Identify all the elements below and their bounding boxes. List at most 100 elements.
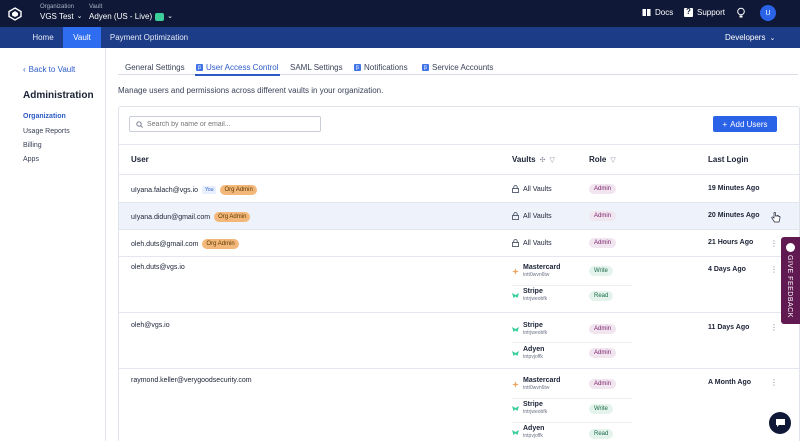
main-content: General Settings β User Access Control SA… — [106, 48, 800, 441]
chat-button[interactable] — [769, 412, 791, 434]
role-badge: Admin — [589, 324, 617, 334]
vault-all: All Vaults — [523, 212, 552, 220]
table-header: User Vaults ✣ ▽ Role ▽ Last Login — [119, 145, 799, 175]
row-menu-icon[interactable]: ⋮ — [770, 239, 778, 248]
tab-saml-settings[interactable]: SAML Settings — [290, 63, 343, 72]
column-last-login: Last Login — [708, 155, 749, 164]
role-badge: Admin — [589, 238, 617, 248]
feedback-icon — [786, 243, 795, 252]
user-avatar[interactable]: U — [760, 5, 776, 21]
back-to-vault-link[interactable]: ‹ Back to Vault — [23, 65, 75, 74]
support-link[interactable]: Support — [684, 7, 726, 17]
tab-label: Service Accounts — [432, 63, 494, 72]
tab-service-accounts[interactable]: β Service Accounts — [422, 63, 493, 72]
vault-name: Adyen — [523, 425, 545, 432]
nav-home[interactable]: Home — [32, 33, 54, 42]
vault-divider — [512, 422, 632, 423]
vault-name: Stripe — [523, 401, 543, 408]
table-row[interactable]: oleh.duts@gmail.com Org Admin All Vaults… — [119, 230, 799, 257]
org-admin-badge: Org Admin — [220, 185, 257, 195]
hand-cursor-icon — [771, 212, 781, 223]
organization-selector[interactable]: Organization VGS Test ⌄ — [40, 4, 83, 22]
vault-entry: Stripe tntrjweobfk — [512, 322, 547, 336]
organization-value: VGS Test — [40, 12, 74, 21]
vault-entry: Adyen tntpvjoffk — [512, 346, 544, 360]
row-menu-icon[interactable]: ⋮ — [770, 378, 778, 387]
feedback-label: GIVE FEEDBACK — [786, 255, 793, 318]
vault-id: tntrjweobfk — [523, 409, 548, 415]
chevron-down-icon: ⌄ — [769, 34, 776, 42]
column-user: User — [131, 155, 149, 164]
vault-entry: Stripe tntrjweobfk — [512, 288, 547, 302]
search-input[interactable] — [147, 120, 317, 128]
vault-selector[interactable]: Vault Adyen (US - Live) ⌄ — [89, 4, 173, 22]
users-toolbar: + Add Users — [119, 107, 799, 145]
users-card: + Add Users User Vaults ✣ ▽ Role ▽ Last … — [118, 106, 800, 441]
user-email: oleh@vgs.io — [131, 322, 170, 329]
tab-label: Notifications — [364, 63, 408, 72]
vault-id: tntt0wvn6tw — [523, 385, 550, 391]
search-box[interactable] — [129, 116, 321, 132]
vault-divider — [512, 342, 632, 343]
give-feedback-tab[interactable]: GIVE FEEDBACK — [781, 237, 800, 324]
last-login: 21 Hours Ago — [708, 239, 754, 246]
table-row[interactable]: raymond.keller@verygoodsecurity.com Mast… — [119, 369, 799, 441]
vault-id: tntpvjoffk — [523, 433, 543, 439]
lightbulb-icon[interactable] — [736, 7, 746, 19]
vault-name: Mastercard — [523, 264, 561, 271]
role-badge: Admin — [589, 184, 617, 194]
chevron-down-icon: ⌄ — [76, 13, 83, 20]
developers-menu[interactable]: Developers ⌄ — [725, 27, 775, 48]
last-login: 4 Days Ago — [708, 266, 746, 273]
support-label: Support — [697, 8, 726, 17]
vgs-logo-icon[interactable] — [8, 7, 22, 21]
role-badge: Write — [589, 404, 613, 414]
sidebar-item-apps[interactable]: Apps — [23, 156, 39, 163]
live-env-icon — [155, 12, 165, 21]
last-login: A Month Ago — [708, 379, 752, 386]
sidebar-item-organization[interactable]: Organization — [23, 113, 66, 120]
user-email: uIyana.falach@vgs.io — [131, 186, 199, 194]
help-icon — [684, 7, 693, 17]
tab-label: General Settings — [125, 63, 185, 72]
filter-icon[interactable]: ▽ — [610, 156, 616, 164]
last-login: 19 Minutes Ago — [708, 185, 760, 192]
book-icon — [642, 9, 651, 16]
row-menu-icon[interactable]: ⋮ — [770, 265, 778, 274]
chevron-down-icon: ⌄ — [167, 13, 174, 20]
docs-link[interactable]: Docs — [642, 8, 673, 17]
role-badge: Read — [589, 429, 614, 439]
org-admin-badge: Org Admin — [202, 239, 239, 249]
sidebar-item-usage-reports[interactable]: Usage Reports — [23, 128, 70, 135]
search-icon — [136, 120, 143, 128]
nav-payment-optimization[interactable]: Payment Optimization — [109, 33, 189, 42]
beta-icon: β — [422, 64, 429, 71]
tab-user-access-control[interactable]: β User Access Control — [196, 63, 278, 72]
vault-id: tntrjweobfk — [523, 296, 548, 302]
tab-notifications[interactable]: β Notifications — [354, 63, 408, 72]
plus-icon: + — [722, 119, 728, 129]
table-row[interactable]: uIyana.falach@vgs.io You Org Admin All V… — [119, 175, 799, 203]
vault-entry: Mastercard tntt0wvn6tw — [512, 377, 560, 391]
column-role-label: Role — [589, 155, 607, 164]
vault-all: All Vaults — [523, 239, 552, 247]
vault-divider — [512, 285, 632, 286]
user-email: oleh.duts@vgs.io — [131, 264, 185, 271]
sort-icon[interactable]: ✣ — [539, 156, 546, 164]
vault-name: Adyen — [523, 346, 545, 353]
row-menu-icon[interactable]: ⋮ — [770, 323, 778, 332]
table-row[interactable]: oleh.duts@vgs.io Mastercard tntt0wvn6tw W… — [119, 257, 799, 313]
nav-vault[interactable]: Vault — [63, 27, 101, 48]
back-label: Back to Vault — [28, 65, 76, 74]
table-row[interactable]: oleh@vgs.io Stripe tntrjweobfk Admin Adye… — [119, 313, 799, 369]
main-navbar: Home Vault Payment Optimization Develope… — [0, 27, 800, 48]
developers-label: Developers — [725, 33, 766, 42]
sidebar-item-billing[interactable]: Billing — [23, 142, 42, 149]
table-row[interactable]: uIyana.didun@gmail.com Org Admin All Vau… — [119, 203, 799, 230]
vault-stripe-icon — [512, 405, 519, 411]
top-header: Organization VGS Test ⌄ Vault Adyen (US -… — [0, 0, 800, 27]
filter-icon[interactable]: ▽ — [549, 156, 555, 164]
add-users-button[interactable]: + Add Users — [713, 116, 777, 132]
tab-general-settings[interactable]: General Settings — [125, 63, 185, 72]
chevron-left-icon: ‹ — [23, 65, 26, 74]
